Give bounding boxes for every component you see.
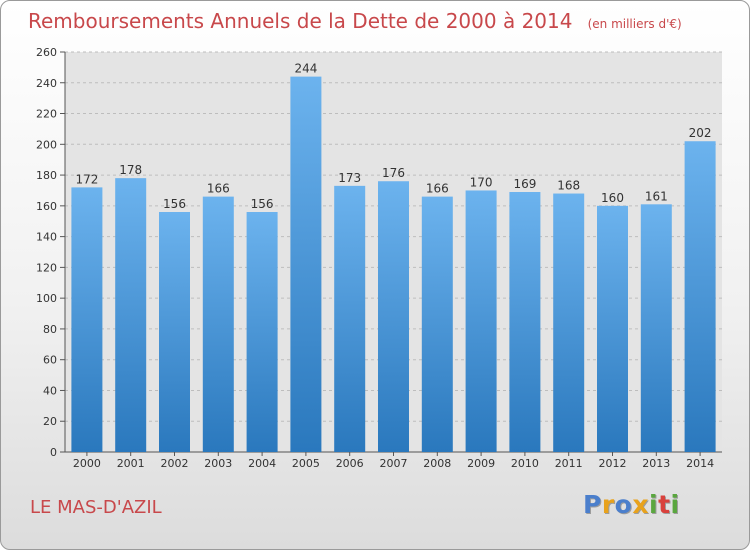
bar-value-label: 160 [601,191,624,205]
y-tick-label: 40 [43,384,57,397]
bar [115,178,147,452]
y-tick-label: 100 [36,292,57,305]
bar-value-label: 166 [207,182,230,196]
bar [246,212,278,452]
x-tick-label: 2001 [117,457,145,470]
logo-letter: i [649,490,659,519]
bar-value-label: 156 [251,197,274,211]
x-tick-label: 2000 [73,457,101,470]
x-tick-label: 2011 [555,457,583,470]
bar [597,205,628,452]
commune-name: LE MAS-D'AZIL [30,497,162,518]
bar-value-label: 172 [75,172,98,186]
x-tick-label: 2013 [642,457,670,470]
logo-letter: t [658,490,671,519]
bar [71,187,103,452]
unit-label: (en milliers d'€) [587,17,682,31]
x-tick-label: 2007 [380,457,408,470]
bar-value-label: 173 [338,171,361,185]
bar [159,212,190,452]
y-tick-label: 80 [43,323,57,336]
x-tick-label: 2010 [511,457,539,470]
y-tick-label: 180 [36,169,57,182]
x-tick-label: 2002 [161,457,189,470]
logo-letter: r [601,490,615,519]
bar [202,196,234,452]
bar-value-label: 176 [382,166,405,180]
bar-value-label: 166 [426,182,449,196]
bar-value-label: 168 [557,179,580,193]
bar-value-label: 161 [645,189,668,203]
logo-letter: o [614,490,633,519]
x-tick-label: 2006 [336,457,364,470]
x-tick-label: 2008 [423,457,451,470]
y-tick-label: 60 [43,354,57,367]
y-tick-label: 220 [36,108,57,121]
logo-letter: P [583,490,602,519]
chart-title: Remboursements Annuels de la Dette de 20… [28,9,573,33]
y-tick-label: 120 [36,261,57,274]
x-tick-label: 2004 [248,457,276,470]
x-tick-label: 2005 [292,457,320,470]
bar [684,141,716,452]
logo-letter: i [670,490,680,519]
bar-value-label: 244 [294,62,317,76]
y-tick-label: 160 [36,200,57,213]
x-tick-label: 2009 [467,457,495,470]
y-tick-label: 20 [43,415,57,428]
logo-letter: x [632,490,649,519]
bar-value-label: 169 [513,177,536,191]
y-tick-label: 140 [36,231,57,244]
bar [640,204,672,452]
title-row: Remboursements Annuels de la Dette de 20… [28,9,682,33]
bar [509,192,541,452]
bar [421,196,453,452]
bar-value-label: 156 [163,197,186,211]
bar [465,190,497,452]
bar [334,185,366,452]
proxiti-logo: Proxiti [583,490,680,519]
y-tick-label: 200 [36,138,57,151]
y-tick-label: 240 [36,77,57,90]
x-tick-label: 2012 [599,457,627,470]
bar-value-label: 202 [689,126,712,140]
bar [290,76,322,452]
bar [553,193,585,453]
y-tick-label: 260 [36,46,57,59]
bar-value-label: 178 [119,163,142,177]
x-tick-label: 2003 [204,457,232,470]
y-tick-label: 0 [50,446,57,459]
x-tick-label: 2014 [686,457,714,470]
bar [378,181,409,452]
bar-value-label: 170 [470,175,493,189]
